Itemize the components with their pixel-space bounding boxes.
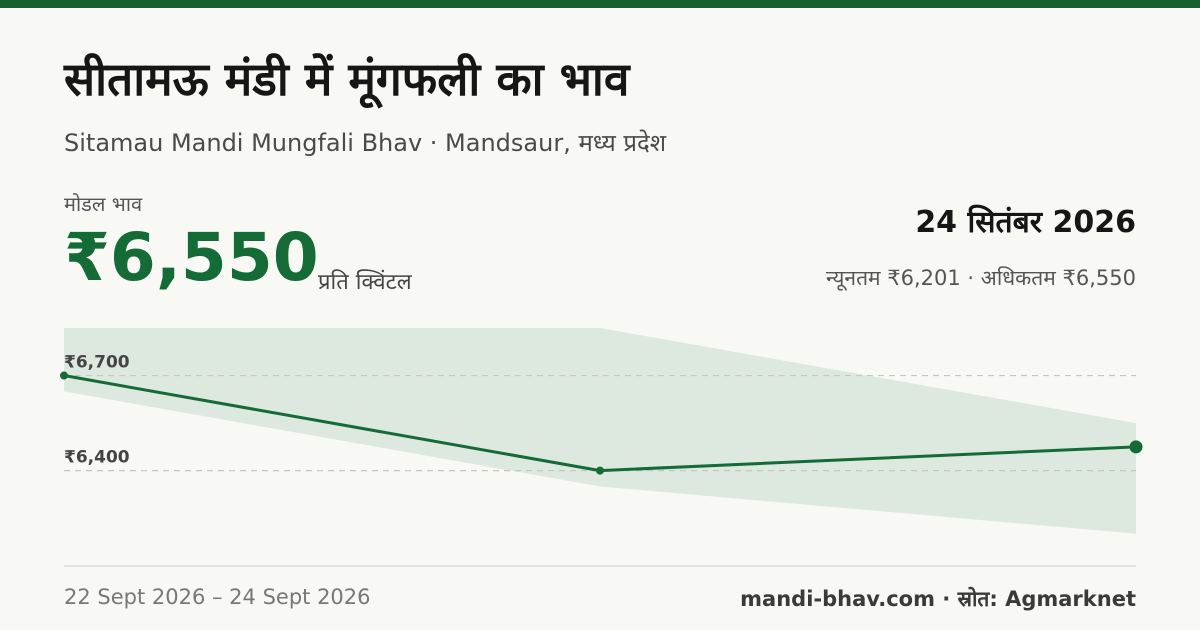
top-accent-bar [0, 0, 1200, 8]
min-max-range: न्यूनतम ₹6,201 · अधिकतम ₹6,550 [826, 266, 1136, 290]
price-date: 24 सितंबर 2026 [915, 205, 1136, 240]
y-tick-label-6400: ₹6,400 [64, 448, 130, 468]
page-subtitle: Sitamau Mandi Mungfali Bhav · Mandsaur, … [64, 129, 667, 157]
model-price-label: मोडल भाव [64, 192, 143, 216]
y-tick-label-6700: ₹6,700 [64, 353, 130, 373]
price-range-band [64, 328, 1136, 534]
price-trend-chart: ₹6,700 ₹6,400 [60, 328, 1143, 534]
footer-divider [64, 565, 1136, 567]
page-title: सीतामऊ मंडी में मूंगफली का भाव [64, 52, 630, 106]
data-point-3 [1129, 440, 1143, 454]
footer-date-range: 22 Sept 2026 – 24 Sept 2026 [64, 585, 371, 609]
price-unit: प्रति क्विंटल [318, 270, 412, 295]
data-point-2 [596, 466, 604, 475]
data-point-1 [60, 371, 68, 380]
model-price-value: ₹6,550 [64, 219, 319, 296]
footer-source: mandi-bhav.com · स्रोत: Agmarknet [740, 587, 1136, 611]
